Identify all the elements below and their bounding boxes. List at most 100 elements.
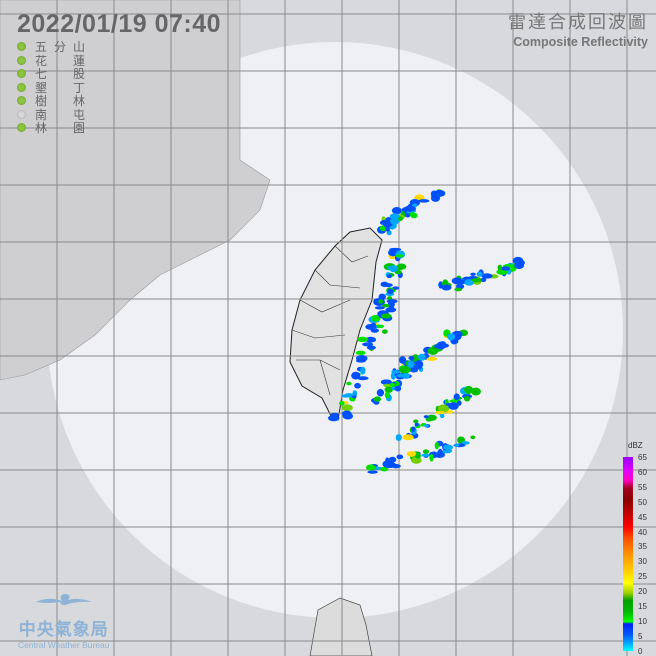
legend-tick: 10 [638, 616, 647, 626]
legend-tick: 20 [638, 587, 647, 597]
legend-color-bar [623, 457, 633, 651]
legend-tick: 0 [638, 646, 643, 656]
echo-cell [423, 415, 429, 419]
china-coast [0, 0, 271, 381]
product-title-en: Composite Reflectivity [513, 35, 648, 49]
legend-unit: dBZ [628, 441, 643, 450]
echo-cell [366, 464, 376, 471]
echo-cell [470, 387, 481, 396]
echo-cell [463, 395, 471, 402]
echo-cell [464, 385, 474, 394]
echo-cell [382, 303, 390, 308]
echo-cell [375, 324, 385, 329]
cwb-logo: 中央氣象局 Central Weather Bureau [18, 592, 110, 650]
echo-cell [390, 217, 399, 225]
echo-cell [387, 306, 396, 312]
echo-cell [411, 456, 422, 464]
echo-cell [351, 371, 361, 380]
echo-cell [380, 313, 392, 319]
echo-cell [389, 247, 402, 251]
legend-tick: 60 [638, 467, 647, 477]
echo-cell [355, 359, 366, 363]
echo-cell [385, 226, 390, 232]
echo-cell [383, 219, 392, 228]
radar-echoes [328, 189, 525, 474]
echo-cell [409, 199, 420, 207]
station-item: 五分山 [17, 40, 85, 54]
echo-cell [500, 266, 511, 271]
echo-cell [464, 278, 474, 286]
echo-cell [391, 370, 400, 374]
station-name: 林園 [35, 121, 85, 136]
station-item: 墾丁 [17, 81, 85, 95]
echo-cell [395, 434, 402, 441]
echo-cell [480, 277, 487, 282]
echo-cell [461, 441, 470, 445]
echo-cell [435, 410, 445, 415]
station-status-icon [17, 42, 26, 52]
radar-station-list: 五分山 花蓮 七股 墾丁 樹林 南屯 林園 [17, 40, 85, 135]
station-name: 五分山 [35, 40, 85, 55]
echo-cell [402, 434, 414, 441]
echo-cell [366, 345, 376, 350]
echo-cell [374, 306, 385, 310]
echo-cell [413, 419, 419, 424]
echo-cell [389, 265, 398, 273]
echo-cell [445, 402, 452, 406]
legend-tick: 15 [638, 602, 647, 611]
echo-cell [408, 356, 415, 361]
echo-cell [328, 415, 340, 422]
legend-tick: 50 [638, 497, 647, 507]
station-status-icon [17, 55, 26, 65]
echo-cell [418, 199, 430, 203]
legend-tick: 65 [638, 453, 647, 462]
echo-cell [360, 366, 366, 375]
echo-cell [411, 354, 420, 362]
echo-cell [339, 401, 345, 406]
station-item: 花蓮 [17, 54, 85, 68]
echo-cell [352, 390, 358, 397]
echo-cell [387, 288, 394, 295]
product-title-zh: 雷達合成回波圖 [508, 12, 648, 32]
legend-tick: 5 [638, 631, 643, 641]
echo-cell [476, 271, 483, 277]
wave-logo-icon [35, 594, 92, 606]
dbz-legend: dBZ 65 60 55 50 45 40 35 30 25 20 15 10 5 0 [622, 441, 656, 656]
echo-cell [470, 272, 476, 276]
station-item: 樹林 [17, 94, 85, 108]
station-status-icon [17, 69, 26, 79]
echo-cell [410, 426, 416, 432]
echo-cell [406, 451, 417, 457]
legend-tick: 30 [638, 557, 647, 567]
echo-cell [395, 254, 404, 258]
station-item: 南屯 [17, 108, 85, 122]
echo-cell [351, 395, 357, 399]
echo-cell [365, 323, 377, 330]
echo-cell [507, 269, 512, 275]
echo-cell [424, 424, 429, 428]
echo-cell [454, 287, 463, 292]
legend-tick: 35 [638, 542, 647, 552]
legend-tick: 25 [638, 572, 647, 582]
echo-cell [367, 470, 378, 474]
echo-cell [383, 283, 393, 288]
echo-cell [357, 336, 369, 343]
echo-cell [399, 366, 411, 374]
echo-cell [454, 443, 460, 448]
station-item: 林園 [17, 121, 85, 135]
station-name: 花蓮 [35, 53, 85, 68]
echo-cell [396, 263, 407, 270]
echo-cell [414, 422, 419, 427]
echo-cell [433, 452, 445, 458]
echo-cell [451, 277, 463, 285]
echo-cell [341, 404, 353, 412]
echo-cell [342, 412, 354, 420]
echo-cell [421, 453, 431, 457]
legend-tick: 55 [638, 482, 647, 492]
station-name: 墾丁 [35, 80, 85, 95]
echo-cell [441, 284, 452, 291]
observation-datetime: 2022/01/19 07:40 [17, 10, 222, 38]
echo-cell [471, 278, 483, 283]
echo-cell [407, 360, 415, 369]
